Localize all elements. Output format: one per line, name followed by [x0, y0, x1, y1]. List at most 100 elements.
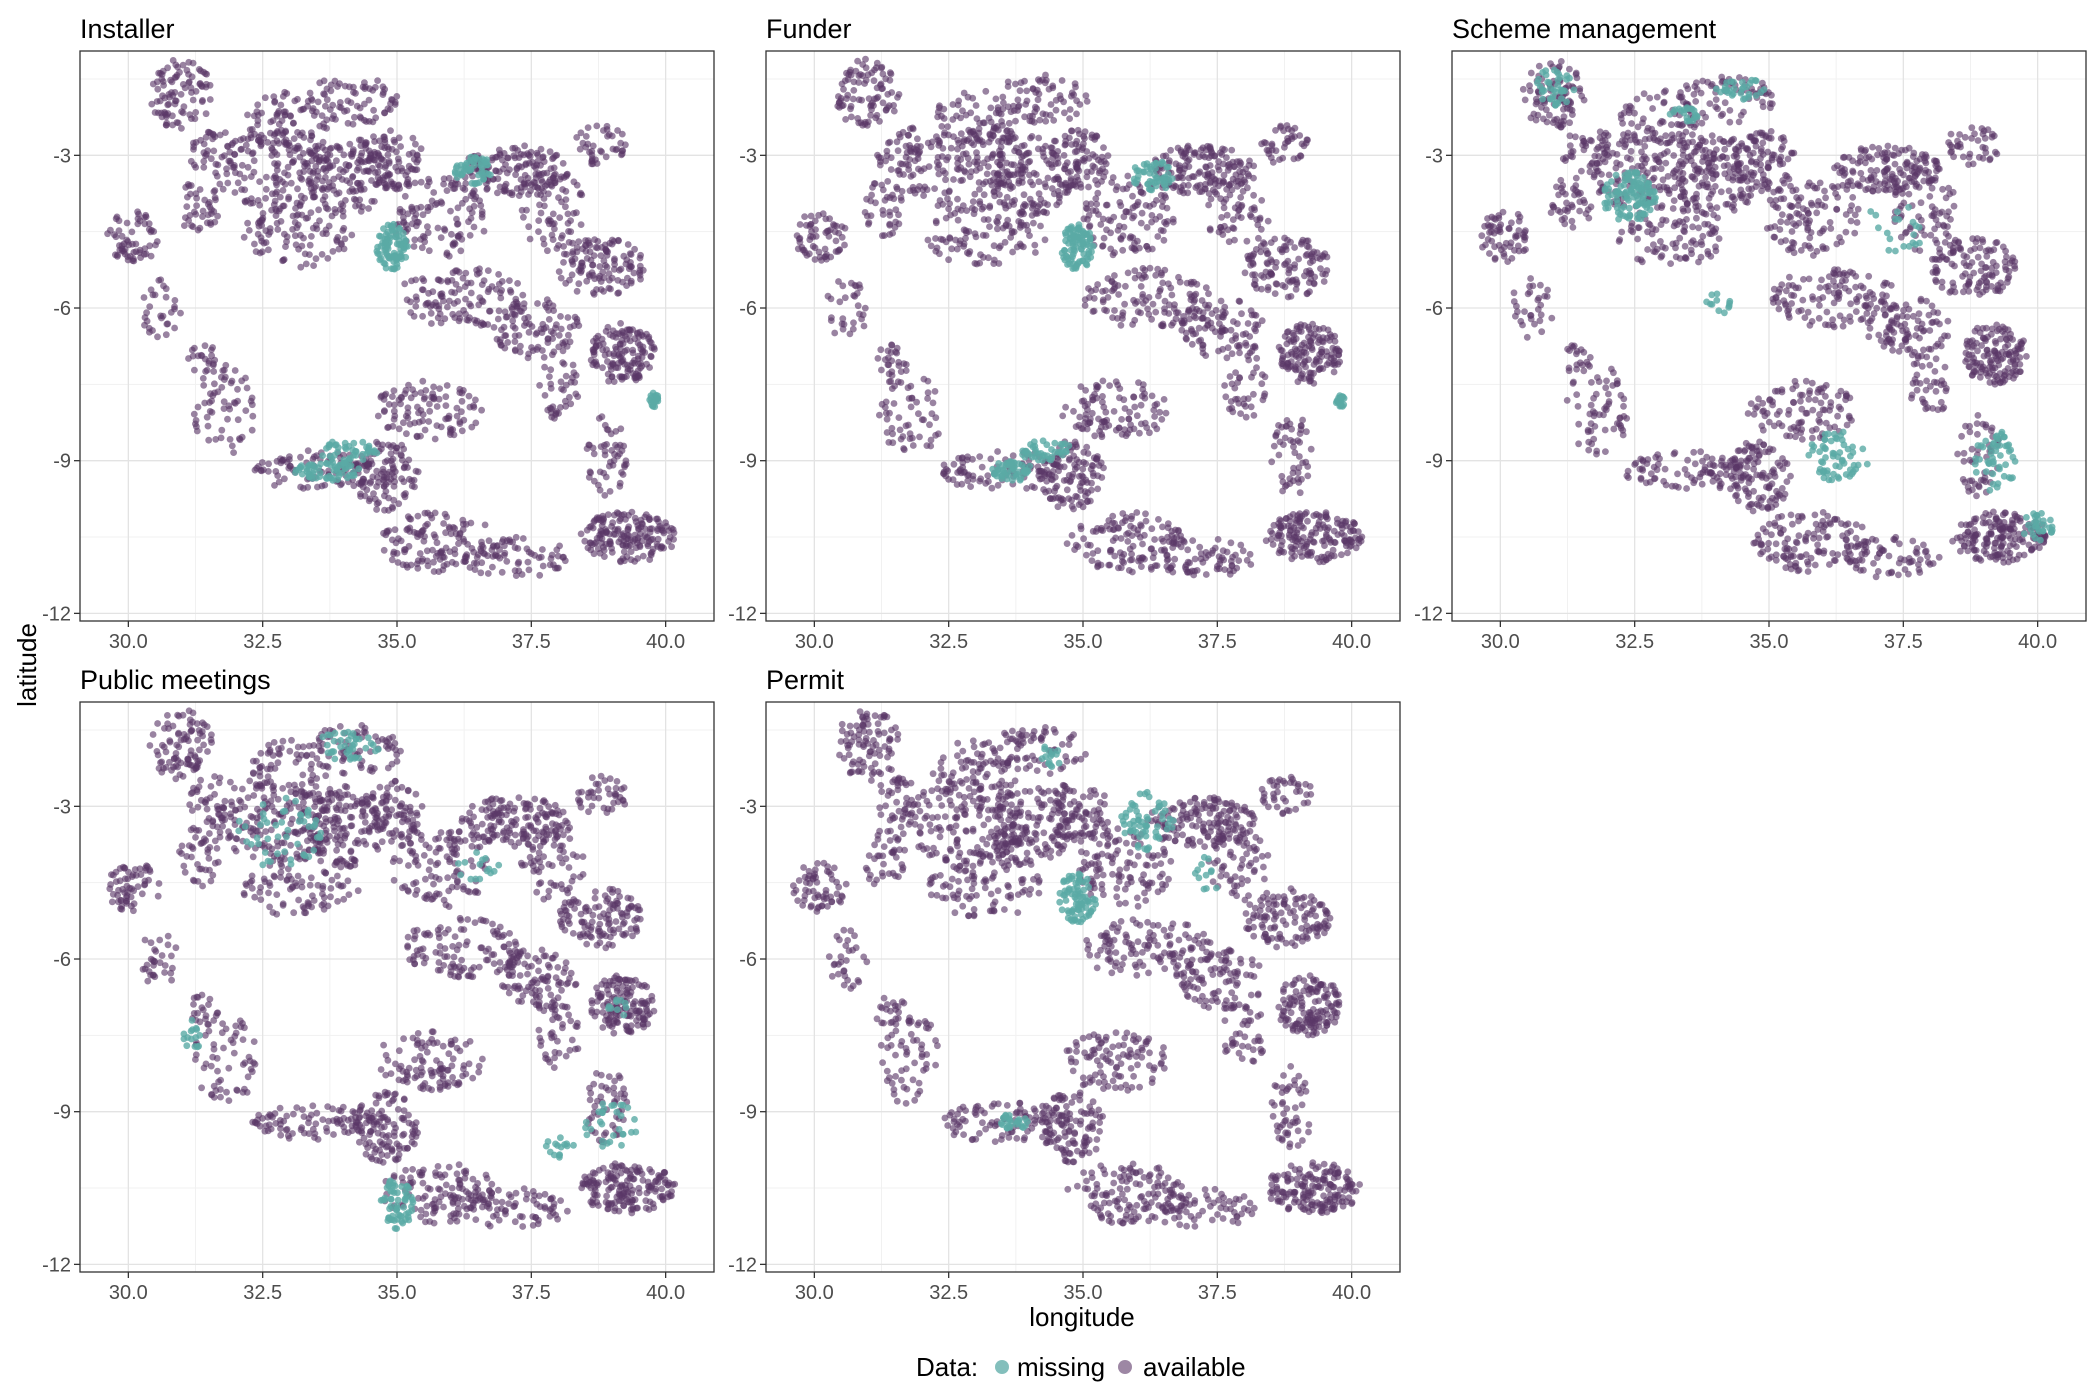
point-available [297, 454, 304, 461]
point-available [536, 572, 543, 579]
point-available [983, 232, 990, 239]
point-available [479, 281, 486, 288]
point-available [192, 164, 199, 171]
point-available [908, 149, 915, 156]
point-available [504, 313, 511, 320]
point-available [1089, 557, 1096, 564]
point-available [203, 110, 210, 117]
point-available [425, 290, 432, 297]
point-available [969, 456, 976, 463]
point-available [607, 488, 614, 495]
point-available [563, 188, 570, 195]
point-available [350, 121, 357, 128]
point-available [538, 554, 545, 561]
point-available [178, 108, 185, 115]
point-missing [391, 253, 398, 260]
point-available [1253, 355, 1260, 362]
point-available [255, 197, 262, 204]
point-available [550, 330, 557, 337]
point-available [439, 290, 446, 297]
point-available [210, 368, 217, 375]
point-available [891, 108, 898, 115]
point-available [610, 462, 617, 469]
point-available [1032, 249, 1039, 256]
point-available [1110, 526, 1117, 533]
point-available [375, 413, 382, 420]
point-available [883, 106, 890, 113]
point-available [1141, 272, 1148, 279]
point-available [188, 89, 195, 96]
point-available [391, 416, 398, 423]
point-available [363, 486, 370, 493]
point-available [381, 547, 388, 554]
point-available [407, 298, 414, 305]
point-available [1265, 218, 1272, 225]
point-available [591, 450, 598, 457]
point-available [290, 120, 297, 127]
point-available [430, 384, 437, 391]
point-available [329, 162, 336, 169]
point-available [235, 416, 242, 423]
point-available [900, 171, 907, 178]
point-available [990, 132, 997, 139]
point-available [251, 241, 258, 248]
point-available [503, 558, 510, 565]
point-available [606, 277, 613, 284]
point-available [429, 390, 436, 397]
point-available [278, 218, 285, 225]
point-available [615, 539, 622, 546]
point-available [1055, 176, 1062, 183]
point-available [994, 448, 1001, 455]
point-available [440, 181, 447, 188]
point-available [620, 253, 627, 260]
point-available [1238, 310, 1245, 317]
point-available [1066, 115, 1073, 122]
point-available [443, 251, 450, 258]
point-available [1083, 477, 1090, 484]
point-available [994, 123, 1001, 130]
point-available [454, 298, 461, 305]
point-available [586, 240, 593, 247]
point-available [901, 446, 908, 453]
point-available [330, 248, 337, 255]
point-available [1119, 519, 1126, 526]
point-available [1268, 239, 1275, 246]
point-available [934, 245, 941, 252]
point-available [1140, 300, 1147, 307]
point-available [134, 221, 141, 228]
point-available [1084, 173, 1091, 180]
point-available [884, 91, 891, 98]
point-available [1044, 201, 1051, 208]
point-available [544, 407, 551, 414]
point-available [880, 187, 887, 194]
point-available [400, 419, 407, 426]
point-available [886, 139, 893, 146]
point-available [994, 219, 1001, 226]
point-available [554, 245, 561, 252]
point-available [414, 433, 421, 440]
point-available [1084, 498, 1091, 505]
point-available [891, 400, 898, 407]
point-available [969, 95, 976, 102]
point-available [643, 511, 650, 518]
point-available [635, 526, 642, 533]
point-available [593, 123, 600, 130]
point-available [1118, 236, 1125, 243]
point-available [1167, 147, 1174, 154]
point-available [1027, 135, 1034, 142]
point-available [1119, 558, 1126, 565]
point-available [915, 410, 922, 417]
point-available [979, 206, 986, 213]
point-available [1054, 148, 1061, 155]
point-available [205, 437, 212, 444]
point-available [920, 192, 927, 199]
point-available [1251, 412, 1258, 419]
point-available [1261, 390, 1268, 397]
point-available [1306, 374, 1313, 381]
point-available [928, 437, 935, 444]
point-available [447, 208, 454, 215]
point-available [1272, 264, 1279, 271]
point-available [912, 157, 919, 164]
point-available [183, 203, 190, 210]
point-available [1066, 135, 1073, 142]
